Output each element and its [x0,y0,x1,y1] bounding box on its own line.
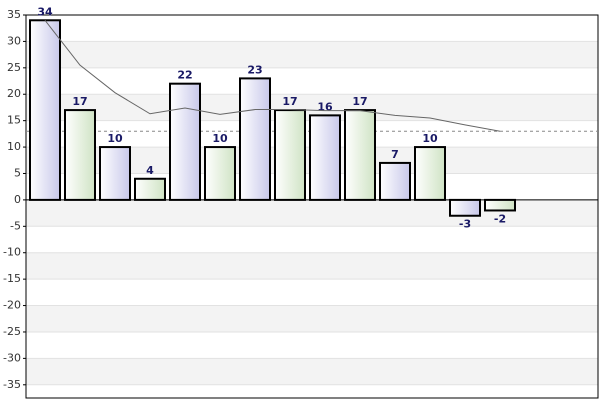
value-label: 34 [37,5,53,18]
bar [274,109,306,201]
value-label: -2 [494,212,506,225]
y-tick-label: 30 [7,34,21,47]
y-tick-label: -5 [10,219,21,232]
grid-band [26,358,598,385]
value-label: 4 [146,164,154,177]
value-label: 10 [422,132,438,145]
grid-band [26,41,598,68]
y-tick-label: -25 [3,325,21,338]
y-tick-label: 25 [7,61,21,74]
y-tick-label: -30 [3,351,21,364]
value-label: 17 [282,95,297,108]
y-tick-label: 0 [14,193,21,206]
bar [414,146,446,201]
trend-line [44,19,501,132]
y-tick-label: 10 [7,140,21,153]
value-label: 10 [107,132,123,145]
y-tick-label: 35 [7,8,21,21]
y-tick-label: 5 [14,166,21,179]
y-tick-label: -10 [3,246,21,259]
bar [64,109,96,201]
plot-frame [25,14,599,399]
y-tick-label: -35 [3,378,21,391]
value-label: 17 [72,95,87,108]
bar [169,82,201,201]
bar [99,146,131,201]
y-tick-label: 20 [7,87,21,100]
bar [449,198,481,217]
bar [29,19,61,201]
bar [204,146,236,201]
value-label: 17 [352,95,367,108]
value-label: 16 [317,100,333,113]
grid-band [26,252,598,280]
bar [379,161,411,201]
value-label: 7 [391,148,399,161]
bar [134,177,166,201]
value-label: 10 [212,132,228,145]
bar [239,77,271,201]
bar [484,198,516,212]
y-tick-label: 15 [7,114,21,127]
value-label: 23 [247,63,262,76]
grid-band [26,305,598,332]
y-tick-label: -20 [3,299,21,312]
value-label: 22 [177,69,192,82]
bar [344,109,376,201]
bar [309,114,341,201]
value-label: -3 [459,218,471,231]
y-tick-label: -15 [3,272,21,285]
